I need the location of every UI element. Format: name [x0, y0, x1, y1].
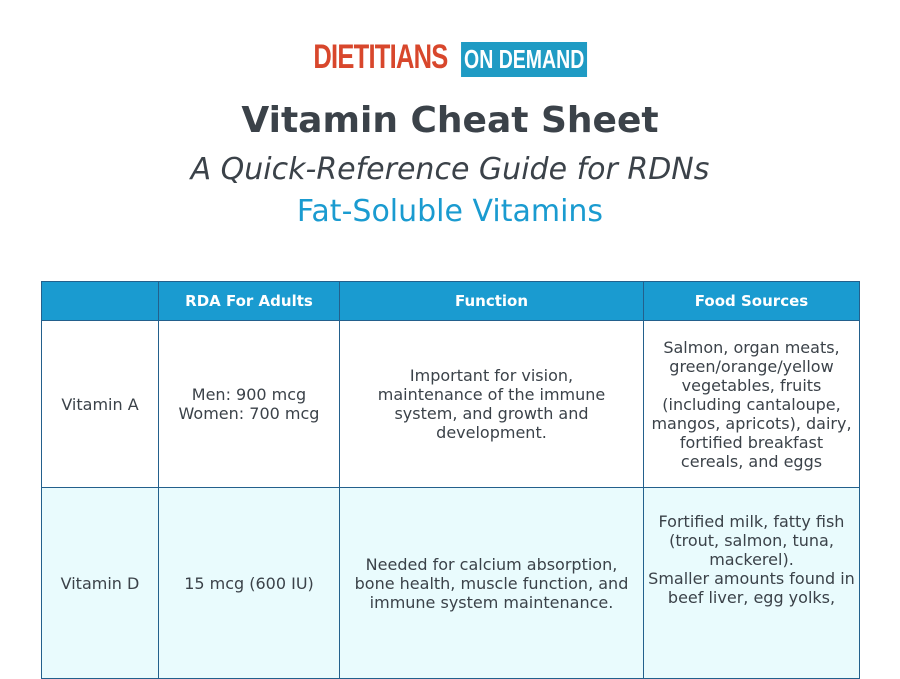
- page-title: Vitamin Cheat Sheet: [241, 100, 659, 141]
- page-subtitle: A Quick-Reference Guide for RDNs: [190, 152, 710, 187]
- table-header-row: RDA For Adults Function Food Sources: [41, 281, 860, 321]
- header-function: Function: [339, 281, 644, 321]
- table-row: Vitamin D 15 mcg (600 IU) Needed for cal…: [41, 487, 860, 679]
- header-blank: [41, 281, 159, 321]
- rda-cell: 15 mcg (600 IU): [158, 487, 340, 679]
- vitamin-name: Vitamin D: [41, 487, 159, 679]
- table-row: Vitamin A Men: 900 mcg Women: 700 mcg Im…: [41, 320, 860, 488]
- header-rda: RDA For Adults: [158, 281, 340, 321]
- vitamin-name: Vitamin A: [41, 320, 159, 488]
- section-heading: Fat-Soluble Vitamins: [296, 194, 604, 229]
- vitamin-table: RDA For Adults Function Food Sources Vit…: [41, 281, 860, 679]
- sources-cell: Salmon, organ meats, green/orange/yellow…: [643, 320, 860, 488]
- header-food-sources: Food Sources: [643, 281, 860, 321]
- sources-cell: Fortified milk, fatty fish (trout, salmo…: [643, 487, 860, 679]
- function-cell: Important for vision, maintenance of the…: [339, 320, 644, 488]
- rda-cell: Men: 900 mcg Women: 700 mcg: [158, 320, 340, 488]
- function-cell: Needed for calcium absorption, bone heal…: [339, 487, 644, 679]
- logo: DIETITIANS ON DEMAND: [0, 38, 900, 77]
